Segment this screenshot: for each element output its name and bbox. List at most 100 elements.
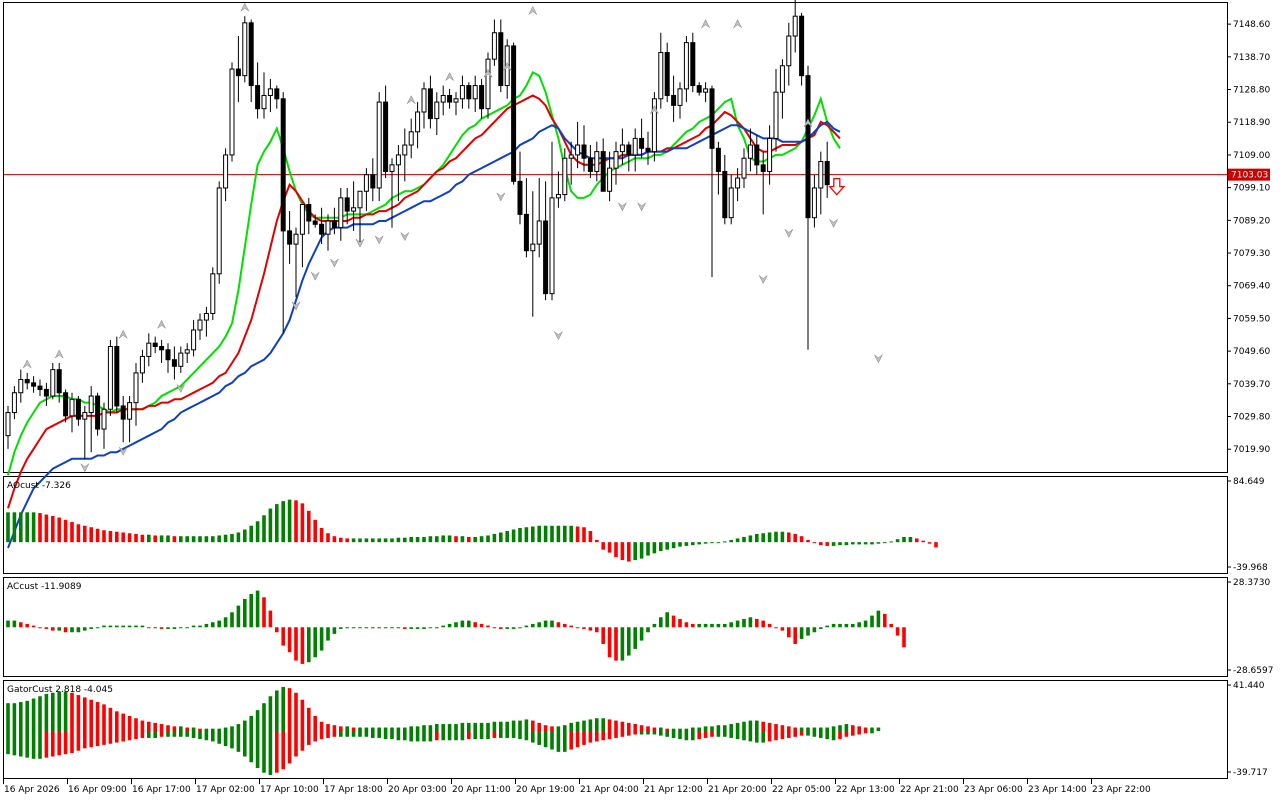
gator-upper-bar — [249, 715, 253, 731]
gator-lower-bar — [556, 730, 561, 752]
ao-bar — [620, 542, 625, 561]
ao-bar — [729, 539, 733, 543]
candle — [664, 42, 670, 103]
ac-bar — [179, 627, 183, 629]
ao-bar — [857, 542, 861, 545]
gator-upper-bar — [851, 725, 855, 731]
gator-upper-bar — [518, 720, 522, 731]
gator-lower-bar — [729, 730, 733, 738]
gator-upper-bar — [275, 690, 279, 731]
candle-body-down — [43, 388, 49, 397]
ao-bar — [19, 512, 23, 543]
candle — [107, 339, 113, 416]
ao-panel[interactable] — [3, 476, 1228, 574]
ac-bar — [396, 627, 401, 629]
fractal-down-marker — [176, 384, 186, 394]
candle-body-up — [351, 207, 357, 212]
gator-lower-bar — [755, 730, 759, 743]
candle — [607, 151, 613, 202]
ac-panel[interactable] — [3, 577, 1228, 677]
candle-body-up — [402, 144, 408, 156]
gator-upper-bar — [166, 725, 170, 731]
gator-lower-bar — [575, 730, 580, 748]
ao-bar — [505, 530, 509, 543]
ao-bar — [755, 533, 759, 543]
gator-lower-bar — [281, 730, 285, 770]
gator-lower-bar — [409, 730, 413, 742]
candle — [479, 78, 485, 119]
gator-lower-bar — [614, 730, 618, 738]
candle-body-down — [696, 85, 702, 93]
candle-body-down — [754, 144, 760, 166]
gator-lower-bar — [217, 730, 221, 744]
candle-body-up — [568, 154, 574, 159]
ao-bar — [89, 527, 93, 543]
candle — [24, 372, 30, 390]
indicator-max-label: 84.649 — [1233, 477, 1265, 487]
candle — [459, 75, 465, 109]
ac-bar — [268, 610, 273, 628]
gator-lower-bar — [582, 730, 586, 745]
ac-bar — [134, 625, 138, 628]
candle-body-up — [703, 88, 709, 93]
ao-bar — [31, 512, 36, 543]
gator-upper-bar — [89, 699, 93, 731]
price-panel[interactable] — [3, 2, 1228, 473]
ao-bar — [172, 536, 177, 543]
gator-lower-bar — [863, 730, 868, 734]
ao-bar — [851, 542, 855, 545]
fractal-up-marker — [118, 329, 128, 339]
ao-bar — [467, 536, 471, 543]
gator-upper-bar — [799, 727, 804, 731]
gator-lower-bar — [108, 730, 113, 744]
gator-lower-bar — [63, 730, 68, 755]
candle-body-down — [645, 147, 651, 153]
ac-bar — [659, 617, 663, 628]
ac-bar — [275, 627, 279, 633]
ac-bar — [742, 618, 746, 628]
fractal-down-marker — [554, 331, 563, 341]
candle — [197, 313, 203, 340]
ao-bar — [524, 527, 529, 543]
gator-lower-bar — [198, 730, 202, 740]
candle-body-down — [331, 220, 337, 229]
ac-bar — [6, 620, 10, 628]
gator-lower-bar — [326, 730, 330, 738]
ao-bar — [735, 538, 740, 543]
indicator-min-label: -39.968 — [1233, 563, 1268, 573]
time-axis-label: 20 Apr 11:00 — [452, 785, 511, 795]
gator-lower-bar — [742, 730, 746, 741]
ao-bar — [633, 542, 637, 561]
ao-bar — [134, 533, 138, 543]
candle-body-down — [427, 88, 433, 120]
gator-upper-bar — [115, 711, 119, 731]
candle — [306, 197, 312, 235]
gator-upper-bar — [844, 724, 849, 731]
ao-bar — [191, 536, 196, 543]
gator-lower-bar — [665, 730, 669, 737]
gator-upper-bar — [550, 726, 554, 731]
candle-body-up — [459, 85, 465, 100]
price-tick-label: 7148.60 — [1233, 20, 1270, 30]
candle — [312, 214, 318, 228]
ac-bar — [25, 623, 29, 628]
ao-bar — [563, 525, 567, 543]
candle — [728, 174, 734, 225]
gator-lower-bar — [44, 730, 49, 758]
gator-lower-bar — [147, 730, 151, 738]
ao-bar — [902, 536, 906, 543]
indicator-line-2 — [7, 120, 841, 549]
ao-bar — [479, 536, 484, 543]
gator-upper-bar — [870, 727, 874, 731]
ac-bar — [89, 627, 93, 629]
ac-bar — [351, 627, 356, 629]
candle — [760, 151, 766, 215]
gator-upper-bar — [678, 728, 682, 731]
gator-upper-bar — [735, 722, 740, 731]
ac-bar — [697, 623, 701, 628]
gator-upper-bar — [44, 693, 49, 731]
gator-lower-bar — [332, 730, 337, 737]
gator-upper-bar — [742, 721, 746, 731]
ac-bar — [684, 622, 689, 628]
